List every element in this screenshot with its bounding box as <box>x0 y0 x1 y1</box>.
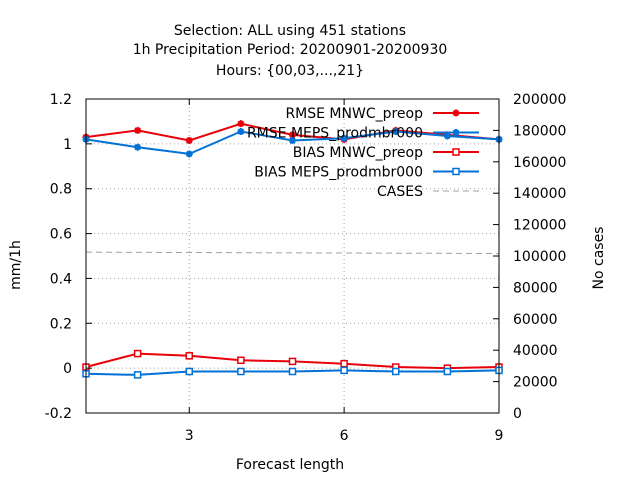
legend: RMSE MNWC_preop RMSE MEPS_prodmbr000 BIAS … <box>247 106 479 200</box>
legend-label: RMSE MNWC_preop <box>285 106 423 122</box>
axes: 3 6 9 -0.2 0 0.2 0.4 0.6 0.8 1 1.2 0 20000 40000 60000… <box>45 92 567 444</box>
legend-entry: RMSE MEPS_prodmbr000 <box>247 126 479 142</box>
data-point <box>134 126 142 134</box>
y2-tick-label: 180000 <box>513 123 566 139</box>
grid <box>86 99 499 413</box>
data-point <box>237 120 245 128</box>
data-point <box>133 371 142 379</box>
chart-title: Selection: ALL using 451 stations 1h Pre… <box>133 23 448 79</box>
legend-entry: BIAS MNWC_preop <box>293 145 479 161</box>
y2-tick-label: 100000 <box>513 249 566 265</box>
data-point <box>288 367 297 376</box>
y2-tick-label: 140000 <box>513 186 566 202</box>
y-tick-label: 0 <box>63 361 72 377</box>
legend-label: CASES <box>377 184 423 200</box>
data-point <box>340 134 348 142</box>
legend-label: BIAS MEPS_prodmbr000 <box>254 165 423 181</box>
y2-tick-label: 200000 <box>513 92 566 108</box>
series-4 <box>85 251 500 255</box>
y2-tick-label: 120000 <box>513 218 566 234</box>
data-point <box>185 150 193 158</box>
series-line <box>85 251 500 255</box>
data-point <box>237 128 245 136</box>
series-3 <box>82 366 503 379</box>
data-point <box>289 131 296 139</box>
data-point <box>185 367 193 376</box>
legend-label: BIAS MNWC_preop <box>293 145 423 161</box>
y2-tick-label: 60000 <box>513 312 558 328</box>
title-line-1: Selection: ALL using 451 stations <box>174 23 406 39</box>
y-tick-label: -0.2 <box>45 406 72 422</box>
data-point <box>237 356 245 365</box>
legend-label: RMSE MEPS_prodmbr000 <box>247 126 423 142</box>
data-point <box>340 359 348 368</box>
y2-axis-label: No cases <box>591 227 607 290</box>
data-point <box>443 367 452 376</box>
x-tick-label: 6 <box>340 428 349 444</box>
y-tick-label: 0.4 <box>50 271 72 287</box>
x-axis-label: Forecast length <box>236 457 344 473</box>
data-point <box>289 136 296 144</box>
data-point <box>392 128 400 136</box>
legend-entry: BIAS MEPS_prodmbr000 <box>254 165 479 181</box>
title-line-2: 1h Precipitation Period: 20200901-202009… <box>133 42 448 58</box>
x-tick-label: 3 <box>185 428 194 444</box>
data-point <box>134 143 142 151</box>
data-point <box>340 366 348 375</box>
y2-tick-label: 40000 <box>513 343 558 359</box>
legend-marker <box>452 129 460 136</box>
legend-entry: CASES <box>377 184 479 200</box>
y-axis-label: mm/1h <box>8 240 24 290</box>
data-point <box>133 349 142 358</box>
y2-tick-label: 0 <box>513 406 522 422</box>
y-tick-label: 0.8 <box>50 182 72 198</box>
y-tick-label: 0.6 <box>50 227 72 243</box>
title-line-3: Hours: {00,03,...,21} <box>216 63 364 79</box>
legend-marker <box>452 109 460 117</box>
legend-entry: RMSE MNWC_preop <box>285 106 479 122</box>
y-tick-label: 1.2 <box>50 92 72 108</box>
data-point <box>288 357 297 366</box>
data-point <box>392 367 400 376</box>
data-point <box>185 136 193 144</box>
legend-marker <box>452 148 460 156</box>
data-point <box>443 132 451 140</box>
legend-marker <box>452 167 460 176</box>
series-layer <box>82 120 503 379</box>
data-point <box>237 367 245 376</box>
data-point <box>185 352 193 360</box>
y2-tick-label: 80000 <box>513 280 558 296</box>
y2-tick-label: 160000 <box>513 155 566 171</box>
y-tick-label: 1 <box>63 137 72 153</box>
x-tick-label: 9 <box>495 428 504 444</box>
y2-tick-label: 20000 <box>513 375 558 391</box>
y-tick-label: 0.2 <box>50 316 72 332</box>
